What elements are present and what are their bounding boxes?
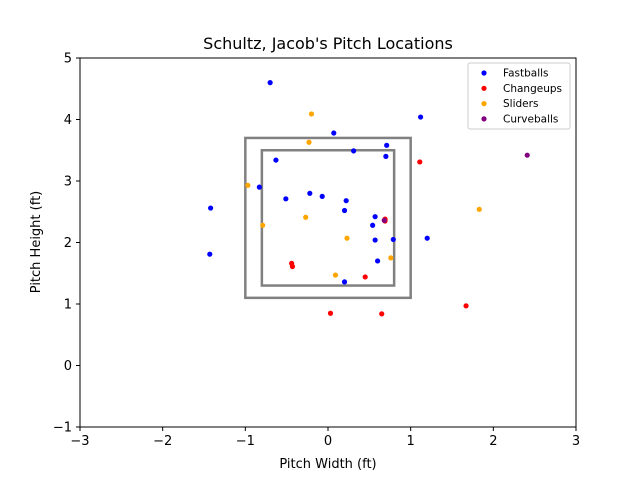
y-axis-label: Pitch Height (ft): [29, 191, 44, 293]
point-sliders: [306, 139, 312, 145]
point-sliders: [303, 214, 309, 220]
x-tick-label: −2: [153, 434, 172, 449]
x-axis-ticks: −3 −2 −1 0 1 2 3: [70, 427, 580, 449]
point-changeups: [362, 274, 368, 280]
x-tick-label: −1: [236, 434, 255, 449]
point-fastballs: [267, 80, 273, 86]
legend-label-fastballs: Fastballs: [503, 68, 549, 80]
x-tick-label: 0: [324, 434, 332, 449]
point-fastballs: [273, 157, 279, 163]
legend-box: [467, 62, 571, 130]
point-fastballs: [307, 190, 313, 196]
point-sliders: [388, 255, 394, 261]
point-fastballs: [390, 236, 396, 243]
point-fastballs: [208, 205, 214, 211]
point-curveballs: [524, 152, 530, 158]
point-fastballs: [207, 251, 213, 257]
y-axis-ticks: −1 0 1 2 3 4 5: [53, 52, 80, 436]
data-points: [207, 80, 530, 317]
y-tick-label: 3: [64, 175, 72, 190]
legend-label-curveballs: Curveballs: [503, 114, 558, 126]
point-sliders: [260, 222, 266, 228]
point-sliders: [332, 272, 339, 278]
y-tick-label: 5: [64, 52, 72, 67]
point-fastballs: [256, 184, 262, 190]
point-sliders: [344, 235, 350, 241]
point-sliders: [245, 182, 251, 188]
point-fastballs: [319, 193, 325, 199]
strike-zones: [244, 136, 412, 300]
y-tick-label: −1: [53, 421, 72, 436]
point-fastballs: [384, 142, 390, 148]
point-fastballs: [375, 258, 381, 264]
x-tick-label: −3: [70, 434, 89, 449]
point-sliders: [476, 206, 482, 212]
point-fastballs: [341, 279, 348, 285]
point-fastballs: [383, 153, 389, 159]
y-tick-label: 4: [64, 113, 72, 128]
x-tick-label: 3: [572, 434, 580, 449]
x-axis-label: Pitch Width (ft): [279, 457, 376, 472]
legend-marker-sliders: [481, 101, 487, 107]
legend-label-sliders: Sliders: [503, 98, 538, 110]
point-fastballs: [370, 222, 376, 228]
x-tick-label: 1: [407, 434, 415, 449]
point-sliders: [308, 111, 315, 117]
point-curveballs: [381, 217, 387, 223]
chart-title: Schultz, Jacob's Pitch Locations: [203, 34, 453, 53]
point-fastballs: [372, 237, 378, 243]
legend-marker-curveballs: [481, 116, 487, 122]
point-fastballs: [331, 130, 337, 136]
point-fastballs: [417, 114, 424, 120]
outer-strike-zone: [244, 136, 412, 300]
point-changeups: [327, 310, 334, 316]
legend-marker-changeups: [481, 85, 487, 91]
point-fastballs: [351, 148, 357, 154]
y-tick-label: 2: [64, 236, 72, 251]
x-tick-label: 2: [489, 434, 497, 449]
point-fastballs: [372, 214, 378, 220]
legend: Fastballs Changeups Sliders Curveballs: [467, 62, 571, 130]
point-fastballs: [424, 235, 430, 241]
inner-strike-zone: [260, 149, 396, 287]
point-fastballs: [341, 207, 348, 214]
y-tick-label: 1: [64, 298, 72, 313]
point-fastballs: [283, 196, 289, 202]
y-tick-label: 0: [64, 359, 72, 374]
point-changeups: [379, 311, 385, 317]
legend-label-changeups: Changeups: [503, 83, 562, 95]
point-fastballs: [343, 198, 349, 204]
point-changeups: [417, 159, 423, 165]
point-changeups: [463, 303, 469, 309]
legend-marker-fastballs: [481, 70, 487, 76]
point-changeups: [289, 263, 296, 270]
